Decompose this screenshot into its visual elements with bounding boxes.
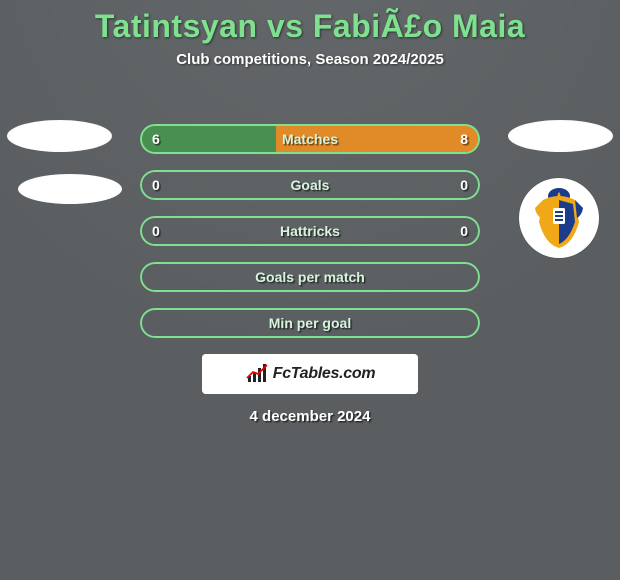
page-title: Tatintsyan vs FabiÃ£o Maia <box>0 0 620 45</box>
player1-club-badge-secondary <box>18 174 122 204</box>
stat-row: 00Goals <box>140 170 480 200</box>
player2-club-badge <box>519 178 599 258</box>
stat-row: Min per goal <box>140 308 480 338</box>
stat-label: Matches <box>140 124 480 154</box>
stat-label: Min per goal <box>140 308 480 338</box>
brand-box: FcTables.com <box>202 354 418 394</box>
club-crest-icon <box>519 178 599 258</box>
stat-label: Goals per match <box>140 262 480 292</box>
subtitle: Club competitions, Season 2024/2025 <box>0 51 620 68</box>
stat-rows: 68Matches 00Goals 00Hattricks Goals per mat… <box>140 124 480 354</box>
player1-club-badge <box>7 120 112 152</box>
stat-label: Hattricks <box>140 216 480 246</box>
player2-club-badge-small <box>508 120 613 152</box>
brand: FcTables.com <box>245 364 376 384</box>
stat-label: Goals <box>140 170 480 200</box>
vs-label: vs <box>267 8 304 44</box>
stat-row: 00Hattricks <box>140 216 480 246</box>
player2-name: FabiÃ£o Maia <box>313 8 525 44</box>
date-footer: 4 december 2024 <box>0 408 620 425</box>
stat-row: Goals per match <box>140 262 480 292</box>
brand-text: FcTables.com <box>273 365 376 383</box>
player1-name: Tatintsyan <box>95 8 258 44</box>
brand-chart-icon <box>245 364 269 384</box>
comparison-card: Tatintsyan vs FabiÃ£o Maia Club competit… <box>0 0 620 450</box>
stat-row: 68Matches <box>140 124 480 154</box>
